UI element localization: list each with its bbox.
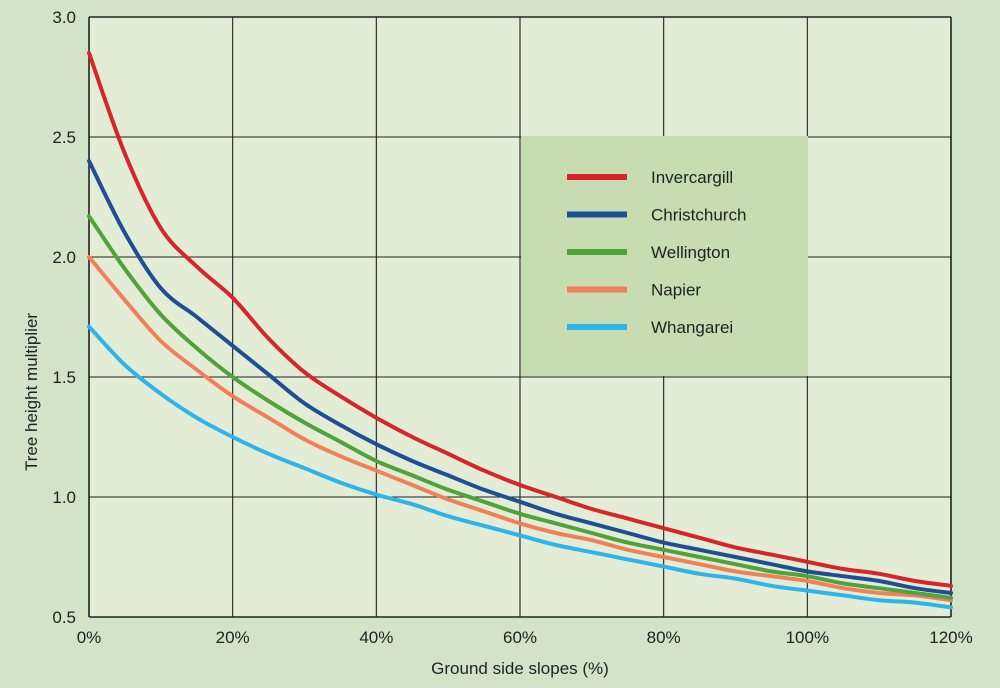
legend-label-christchurch: Christchurch — [651, 206, 746, 225]
y-tick-label: 0.5 — [52, 608, 76, 627]
legend-label-invercargill: Invercargill — [651, 168, 733, 187]
y-tick-label: 2.5 — [52, 128, 76, 147]
x-tick-label: 40% — [359, 628, 393, 647]
legend-label-whangarei: Whangarei — [651, 318, 733, 337]
x-axis-title: Ground side slopes (%) — [431, 659, 609, 678]
y-axis-title: Tree height multiplier — [22, 313, 41, 471]
x-tick-label: 80% — [647, 628, 681, 647]
legend-label-wellington: Wellington — [651, 243, 730, 262]
x-axis-ticks: 0% 20% 40% 60% 80% 100% 120% — [77, 628, 973, 647]
y-tick-label: 1.0 — [52, 488, 76, 507]
x-tick-label: 120% — [929, 628, 972, 647]
x-tick-label: 100% — [786, 628, 829, 647]
y-tick-label: 2.0 — [52, 248, 76, 267]
x-tick-label: 20% — [216, 628, 250, 647]
series-line-wellington — [87, 214, 953, 600]
y-axis-ticks: 0.5 1.0 1.5 2.0 2.5 3.0 — [52, 8, 76, 627]
legend: Invercargill Christchurch Wellington Napier… — [521, 136, 808, 376]
series-line-whangarei — [87, 324, 953, 610]
series-line-christchurch — [87, 159, 953, 595]
y-tick-label: 1.5 — [52, 368, 76, 387]
x-tick-label: 0% — [77, 628, 102, 647]
series-lines — [87, 51, 953, 610]
series-line-napier — [87, 255, 953, 603]
legend-label-napier: Napier — [651, 281, 701, 300]
x-tick-label: 60% — [503, 628, 537, 647]
y-tick-label: 3.0 — [52, 8, 76, 27]
series-line-invercargill — [87, 51, 953, 588]
